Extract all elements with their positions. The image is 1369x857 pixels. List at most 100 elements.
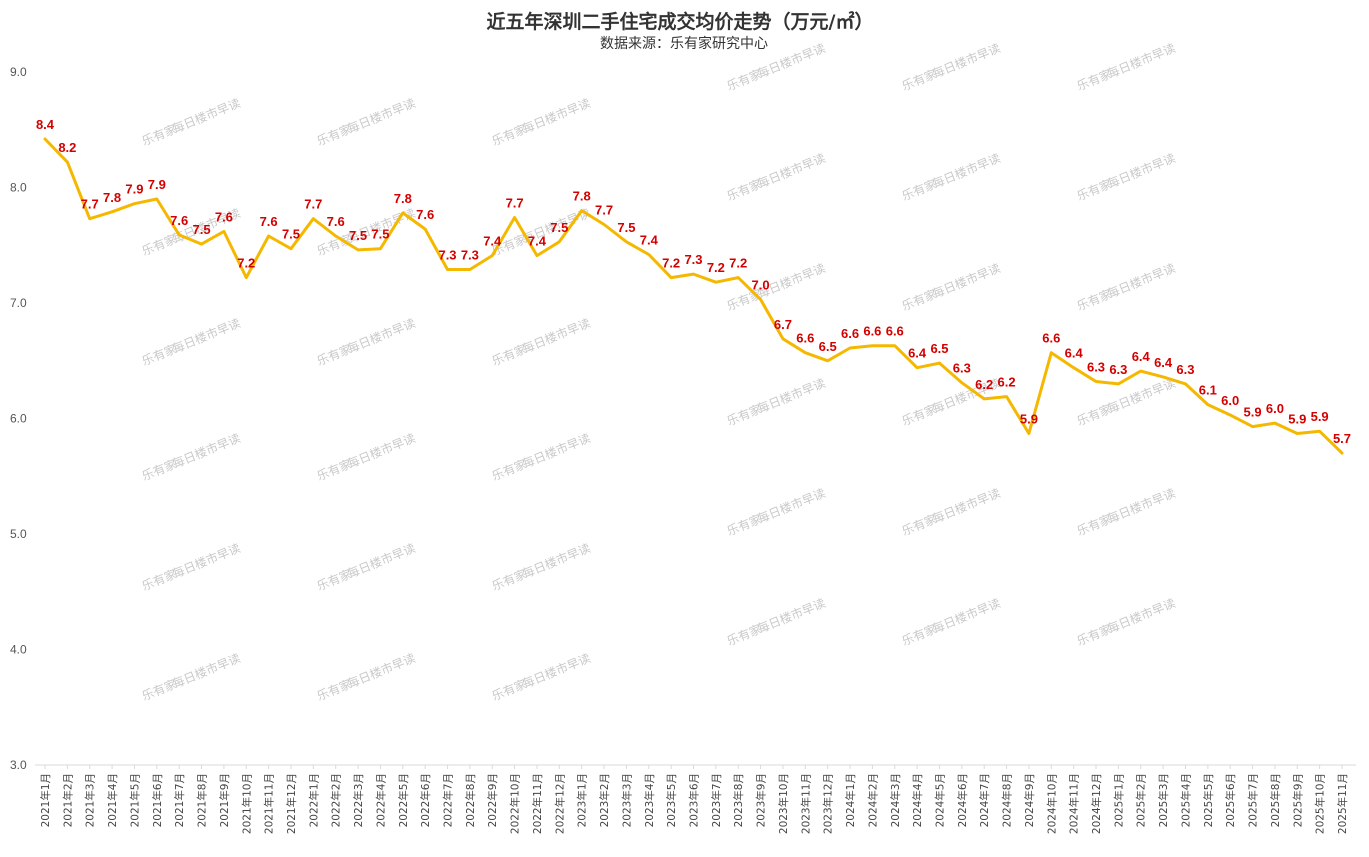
x-tick-label: 2024年11月 (1068, 773, 1081, 834)
watermark-text: 每日楼市早读 (1105, 260, 1177, 301)
data-label: 7.4 (528, 234, 547, 249)
x-tick-label: 2022年6月 (419, 773, 432, 827)
data-label: 7.6 (327, 214, 345, 229)
data-label: 6.7 (774, 317, 792, 332)
x-tick-label: 2022年10月 (509, 773, 522, 834)
x-tick-label: 2025年10月 (1314, 773, 1327, 834)
data-label: 8.2 (58, 140, 76, 155)
data-label: 7.6 (416, 207, 434, 222)
watermark-text: 每日楼市早读 (345, 540, 417, 581)
data-label: 6.2 (998, 375, 1016, 390)
data-label: 7.2 (729, 256, 747, 271)
data-label: 7.5 (192, 222, 210, 237)
y-tick-label: 9.0 (10, 65, 27, 79)
x-tick-label: 2023年3月 (620, 773, 633, 827)
y-tick-label: 7.0 (10, 296, 27, 310)
watermark-text: 每日楼市早读 (1105, 40, 1177, 81)
x-tick-label: 2021年7月 (173, 773, 186, 827)
watermark-text: 每日楼市早读 (930, 40, 1002, 81)
watermark-text: 每日楼市早读 (930, 260, 1002, 301)
watermark-text: 每日楼市早读 (170, 650, 242, 691)
x-tick-label: 2021年3月 (84, 773, 97, 827)
data-label: 5.9 (1288, 412, 1306, 427)
watermark-text: 每日楼市早读 (170, 430, 242, 471)
series-line-group (43, 137, 1344, 455)
x-tick-label: 2024年3月 (889, 773, 902, 827)
data-label: 6.3 (1109, 362, 1127, 377)
watermark-text: 每日楼市早读 (1105, 375, 1177, 416)
data-label: 6.1 (1199, 383, 1217, 398)
x-tick-label: 2024年6月 (956, 773, 969, 827)
y-tick-label: 8.0 (10, 181, 27, 195)
watermark-text: 每日楼市早读 (345, 430, 417, 471)
watermark-text: 每日楼市早读 (170, 95, 242, 136)
x-tick-label: 2023年4月 (643, 773, 656, 827)
watermark-text: 每日楼市早读 (930, 595, 1002, 636)
watermark-text: 每日楼市早读 (345, 650, 417, 691)
x-tick-label: 2025年9月 (1291, 773, 1304, 827)
x-tick-label: 2024年9月 (1023, 773, 1036, 827)
data-label: 7.5 (349, 228, 367, 243)
data-label: 7.0 (752, 278, 770, 293)
y-tick-label: 3.0 (10, 758, 27, 772)
x-tick-label: 2024年10月 (1045, 773, 1058, 834)
data-label: 7.6 (260, 214, 278, 229)
data-label: 7.6 (170, 213, 188, 228)
chart-title: 近五年深圳二手住宅成交均价走势（万元/㎡） (487, 10, 874, 33)
data-label: 7.7 (595, 202, 613, 217)
x-tick-label: 2023年12月 (822, 773, 835, 834)
x-tick-label: 2021年4月 (106, 773, 119, 827)
watermark-text: 每日楼市早读 (345, 315, 417, 356)
x-tick-label: 2021年8月 (196, 773, 209, 827)
data-label: 7.2 (662, 256, 680, 271)
x-tick-label: 2023年5月 (665, 773, 678, 827)
x-tick-label: 2025年2月 (1135, 773, 1148, 827)
data-label: 6.4 (1132, 349, 1151, 364)
data-label: 7.8 (103, 190, 121, 205)
x-tick-label: 2025年3月 (1157, 773, 1170, 827)
chart-subtitle: 数据来源：乐有家研究中心 (600, 35, 768, 52)
data-label: 7.3 (461, 248, 479, 263)
x-tick-label: 2022年5月 (397, 773, 410, 827)
data-label: 6.0 (1266, 401, 1284, 416)
data-label: 6.3 (953, 361, 971, 376)
watermark-text: 每日楼市早读 (930, 150, 1002, 191)
x-tick-label: 2023年7月 (710, 773, 723, 827)
watermark-text: 每日楼市早读 (755, 485, 827, 526)
x-tick-label: 2021年10月 (240, 773, 253, 834)
data-label: 6.6 (796, 331, 814, 346)
data-label: 6.4 (1065, 346, 1084, 361)
watermark-text: 每日楼市早读 (170, 315, 242, 356)
data-label: 7.5 (617, 220, 635, 235)
data-label: 7.7 (304, 197, 322, 212)
watermark-text: 每日楼市早读 (520, 650, 592, 691)
data-label: 6.0 (1221, 393, 1239, 408)
x-tick-label: 2024年1月 (844, 773, 857, 827)
data-label: 7.2 (707, 260, 725, 275)
x-axis: 2021年1月 2021年2月 2021年3月 2021年4月 2021年5月 2021年… (35, 764, 1356, 834)
x-tick-label: 2025年4月 (1179, 773, 1192, 827)
x-tick-label: 2022年12月 (553, 773, 566, 834)
data-label: 7.2 (237, 256, 255, 271)
watermark-text: 每日楼市早读 (755, 150, 827, 191)
x-tick-label: 2024年4月 (911, 773, 924, 827)
watermark-text: 每日楼市早读 (1105, 485, 1177, 526)
y-tick-label: 6.0 (10, 412, 27, 426)
x-tick-label: 2022年2月 (330, 773, 343, 827)
y-tick-label: 4.0 (10, 643, 27, 657)
watermark-text: 每日楼市早读 (520, 540, 592, 581)
